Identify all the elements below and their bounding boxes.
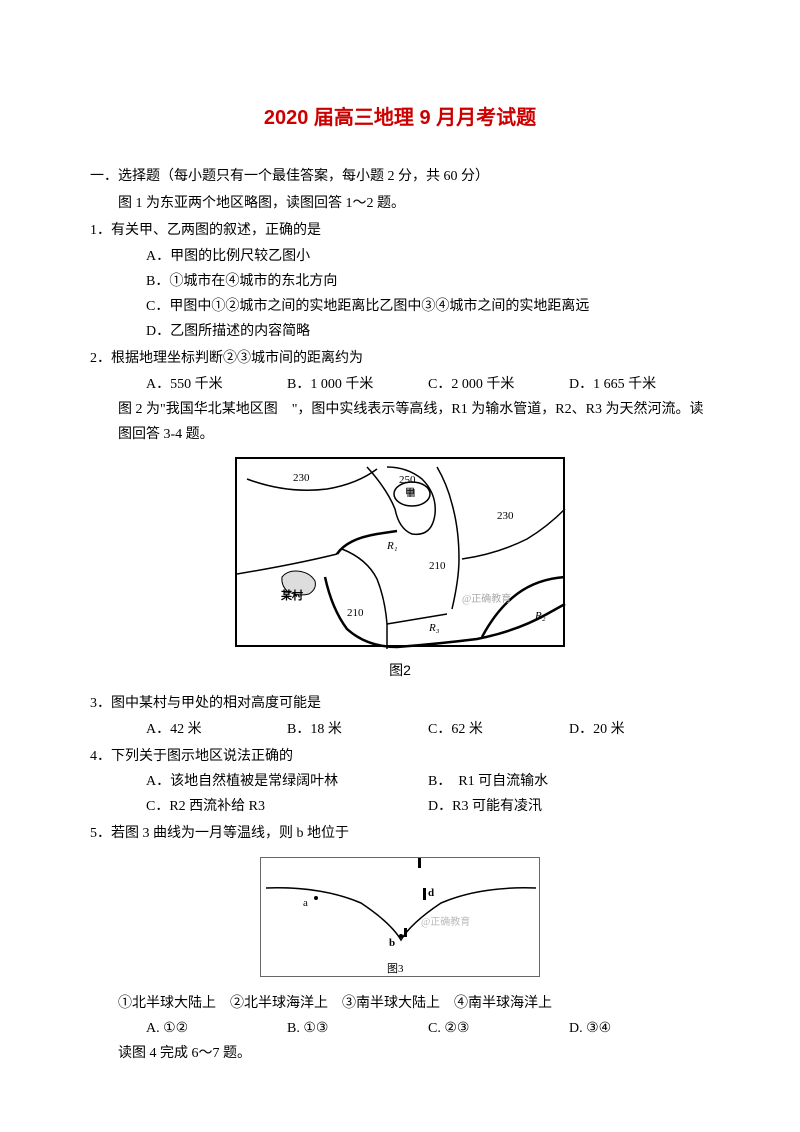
q2-options: A．550 千米 B．1 000 千米 C．2 000 千米 D．1 665 千… xyxy=(90,372,710,397)
fig2-l210a: 210 xyxy=(429,557,446,577)
q4-opt-b: B． R1 可自流输水 xyxy=(428,769,710,794)
q5-opt-c: C. ②③ xyxy=(428,1016,569,1041)
q1-opt-d: D．乙图所描述的内容简略 xyxy=(90,319,710,344)
fig2-l230a: 230 xyxy=(293,469,310,489)
figure-2: 230 250 甲 230 R₁ 某村 210 210 R₃ R₂ @正确教育 xyxy=(235,457,565,647)
fig3-watermark: @正确教育 xyxy=(421,914,470,932)
fig3-b: b xyxy=(389,934,395,954)
q4-row1: A．该地自然植被是常绿阔叶林 B． R1 可自流输水 xyxy=(90,769,710,794)
q2-opt-b: B．1 000 千米 xyxy=(287,372,428,397)
q2-opt-c: C．2 000 千米 xyxy=(428,372,569,397)
fig2-r2: R₂ xyxy=(535,607,546,627)
fig2-cun: 某村 xyxy=(281,587,303,607)
figure-3-wrap: a d b @正确教育 图3 xyxy=(90,857,710,987)
q4-opt-d: D．R3 可能有凌汛 xyxy=(428,794,710,819)
q5-opt-b: B. ①③ xyxy=(287,1016,428,1041)
q5-stem: 5．若图 3 曲线为一月等温线，则 b 地位于 xyxy=(90,821,710,846)
q2-stem: 2．根据地理坐标判断②③城市间的距离约为 xyxy=(90,346,710,371)
fig2-l210b: 210 xyxy=(347,604,364,624)
q5-options: A. ①② B. ①③ C. ②③ D. ③④ xyxy=(90,1016,710,1041)
fig2-jia: 甲 xyxy=(405,485,415,503)
q5-opt-a: A. ①② xyxy=(146,1016,287,1041)
fig2-l230b: 230 xyxy=(497,507,514,527)
q4-stem: 4．下列关于图示地区说法正确的 xyxy=(90,744,710,769)
fig2-intro: 图 2 为"我国华北某地区图 "，图中实线表示等高线，R1 为输水管道，R2、R… xyxy=(90,397,710,447)
q4-row2: C．R2 西流补给 R3 D．R3 可能有凌汛 xyxy=(90,794,710,819)
q3-opt-a: A．42 米 xyxy=(146,717,287,742)
fig3-caption: 图3 xyxy=(387,960,404,980)
figure-3: a d b @正确教育 图3 xyxy=(260,857,540,977)
q1-stem: 1．有关甲、乙两图的叙述，正确的是 xyxy=(90,218,710,243)
q5-option-statements: ①北半球大陆上 ②北半球海洋上 ③南半球大陆上 ④南半球海洋上 xyxy=(90,991,710,1016)
fig3-a: a xyxy=(303,894,308,914)
q4-opt-c: C．R2 西流补给 R3 xyxy=(146,794,428,819)
q1-opt-b: B．①城市在④城市的东北方向 xyxy=(90,269,710,294)
q3-opt-c: C．62 米 xyxy=(428,717,569,742)
q2-opt-a: A．550 千米 xyxy=(146,372,287,397)
fig2-watermark: @正确教育 xyxy=(462,591,511,609)
figure-2-wrap: 230 250 甲 230 R₁ 某村 210 210 R₃ R₂ @正确教育 … xyxy=(90,457,710,683)
q3-opt-d: D．20 米 xyxy=(569,717,710,742)
q3-opt-b: B．18 米 xyxy=(287,717,428,742)
q4-opt-a: A．该地自然植被是常绿阔叶林 xyxy=(146,769,428,794)
q1-opt-a: A．甲图的比例尺较乙图小 xyxy=(90,244,710,269)
q2-opt-d: D．1 665 千米 xyxy=(569,372,710,397)
q1-opt-c: C．甲图中①②城市之间的实地距离比乙图中③④城市之间的实地距离远 xyxy=(90,294,710,319)
fig2-r1: R₁ xyxy=(387,537,398,557)
fig2-caption: 图2 xyxy=(90,658,710,683)
fig3-d: d xyxy=(428,884,434,904)
q3-options: A．42 米 B．18 米 C．62 米 D．20 米 xyxy=(90,717,710,742)
q5-opt-d: D. ③④ xyxy=(569,1016,710,1041)
fig2-r3: R₃ xyxy=(429,619,440,639)
section-header: 一．选择题（每小题只有一个最佳答案，每小题 2 分，共 60 分） xyxy=(90,164,710,189)
page-title: 2020 届高三地理 9 月月考试题 xyxy=(90,100,710,136)
fig4-intro: 读图 4 完成 6～7 题。 xyxy=(90,1041,710,1066)
fig1-intro: 图 1 为东亚两个地区略图，读图回答 1～2 题。 xyxy=(90,191,710,216)
q3-stem: 3．图中某村与甲处的相对高度可能是 xyxy=(90,691,710,716)
